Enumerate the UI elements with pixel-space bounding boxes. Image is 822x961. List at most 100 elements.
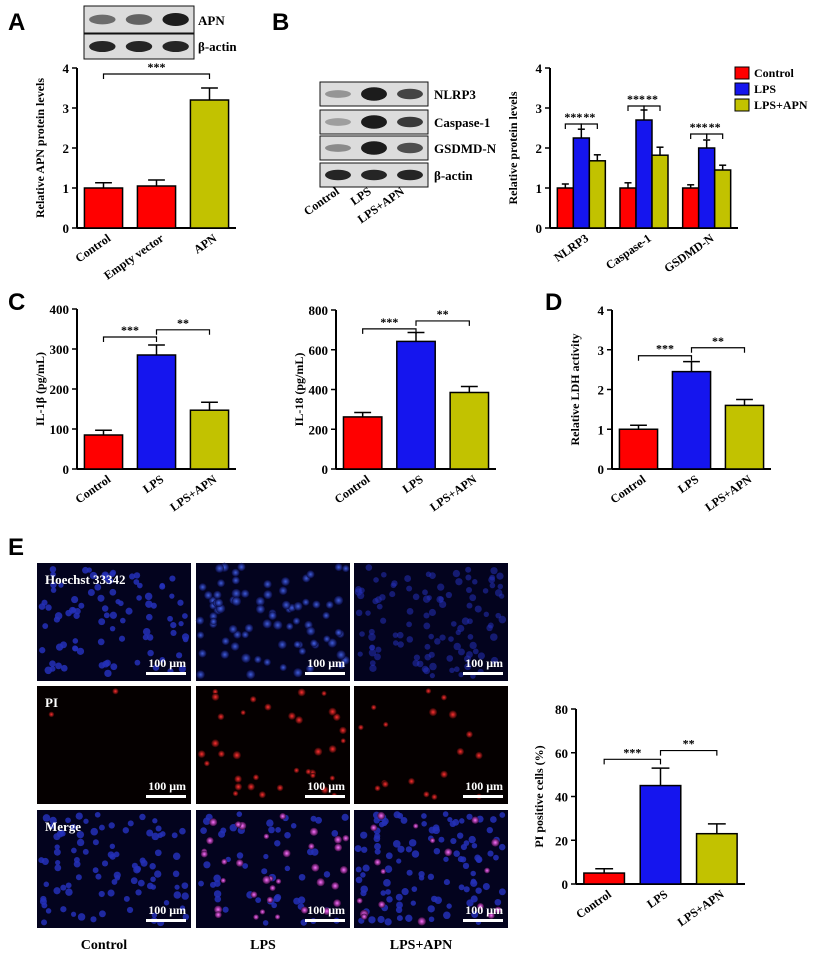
nucleus xyxy=(421,813,427,819)
nucleus xyxy=(323,871,331,878)
nucleus xyxy=(83,818,89,824)
nucleus xyxy=(355,876,363,884)
nucleus xyxy=(101,860,109,867)
blot-label: GSDMD-N xyxy=(434,141,497,156)
pi-cell xyxy=(269,884,276,892)
nucleus xyxy=(50,571,56,578)
nucleus xyxy=(107,889,115,897)
column-label: LPS+APN xyxy=(390,938,452,953)
nucleus xyxy=(449,667,455,674)
nucleus xyxy=(392,632,399,638)
nucleus xyxy=(397,812,404,819)
nucleus xyxy=(109,843,116,849)
pi-cell xyxy=(361,913,368,920)
pi-cell xyxy=(206,837,214,845)
pi-cell xyxy=(253,914,259,920)
pi-cell xyxy=(305,768,312,775)
significance-bracket xyxy=(362,328,417,334)
nucleus xyxy=(471,911,479,919)
pi-cell xyxy=(214,911,222,919)
nucleus xyxy=(127,820,134,827)
nucleus xyxy=(439,634,446,641)
nucleus xyxy=(150,876,156,883)
nucleus xyxy=(408,839,417,847)
blot-label: β-actin xyxy=(434,168,473,183)
nucleus xyxy=(94,583,102,591)
column-label: Control xyxy=(81,938,128,953)
nucleus xyxy=(437,583,445,591)
nucleus xyxy=(49,823,55,829)
nucleus xyxy=(38,857,45,864)
bar xyxy=(695,832,738,885)
bar xyxy=(136,354,177,470)
x-tick-label: LPS xyxy=(400,472,426,496)
nucleus xyxy=(231,576,240,585)
nucleus xyxy=(242,863,249,869)
nucleus xyxy=(397,631,404,639)
significance-label: ** xyxy=(709,120,721,134)
y-tick-label: 400 xyxy=(309,383,329,398)
nucleus xyxy=(236,811,243,817)
nucleus xyxy=(101,605,109,612)
nucleus xyxy=(406,608,414,615)
nucleus xyxy=(310,639,318,648)
nucleus xyxy=(42,623,49,629)
nucleus xyxy=(181,882,189,890)
bar xyxy=(556,187,575,229)
pi-cell xyxy=(334,843,343,852)
nucleus xyxy=(50,581,57,589)
nucleus xyxy=(334,628,343,637)
pi-cell xyxy=(282,849,291,858)
nucleus xyxy=(144,592,153,601)
pi-cell xyxy=(297,688,306,697)
nucleus xyxy=(170,621,177,629)
pi-cell xyxy=(276,784,284,792)
significance-bracket xyxy=(102,73,211,79)
blot-b-2-band xyxy=(397,142,423,154)
pi-cell xyxy=(377,811,386,820)
nucleus xyxy=(446,655,454,662)
nucleus xyxy=(310,815,317,822)
nucleus xyxy=(455,629,461,636)
nucleus xyxy=(86,567,92,573)
nucleus xyxy=(241,653,251,663)
nucleus xyxy=(60,884,67,891)
nucleus xyxy=(429,662,437,671)
nucleus xyxy=(302,598,310,606)
nucleus xyxy=(430,895,438,903)
nucleus xyxy=(373,577,379,583)
nucleus xyxy=(147,649,154,657)
nucleus xyxy=(39,647,46,654)
significance-label: *** xyxy=(148,60,166,74)
y-tick-label: 2 xyxy=(536,141,543,156)
nucleus xyxy=(471,842,478,849)
nucleus xyxy=(213,590,222,600)
y-tick-label: 0 xyxy=(598,462,605,477)
nucleus xyxy=(169,575,176,582)
blot-apn-band xyxy=(89,14,116,25)
nucleus xyxy=(392,840,401,848)
nucleus xyxy=(231,596,242,606)
scale-bar xyxy=(463,919,503,922)
pi-cell xyxy=(197,750,206,758)
pi-cell xyxy=(444,848,453,857)
nucleus xyxy=(477,652,485,660)
pi-cell xyxy=(252,774,260,781)
nucleus xyxy=(254,655,262,664)
nucleus xyxy=(286,622,294,631)
nucleus xyxy=(237,562,246,572)
nucleus xyxy=(452,818,460,826)
significance-bracket xyxy=(690,133,708,139)
nucleus xyxy=(365,564,373,571)
row-label: Hoechst 33342 xyxy=(45,572,126,587)
nucleus xyxy=(336,650,346,660)
nucleus xyxy=(498,888,506,896)
nucleus xyxy=(357,591,365,600)
pi-cell xyxy=(234,783,243,791)
pi-cell xyxy=(200,850,208,858)
pi-cell xyxy=(211,739,220,748)
nucleus xyxy=(457,832,464,839)
nucleus xyxy=(274,840,281,847)
nucleus xyxy=(422,589,428,596)
nucleus xyxy=(150,884,157,890)
